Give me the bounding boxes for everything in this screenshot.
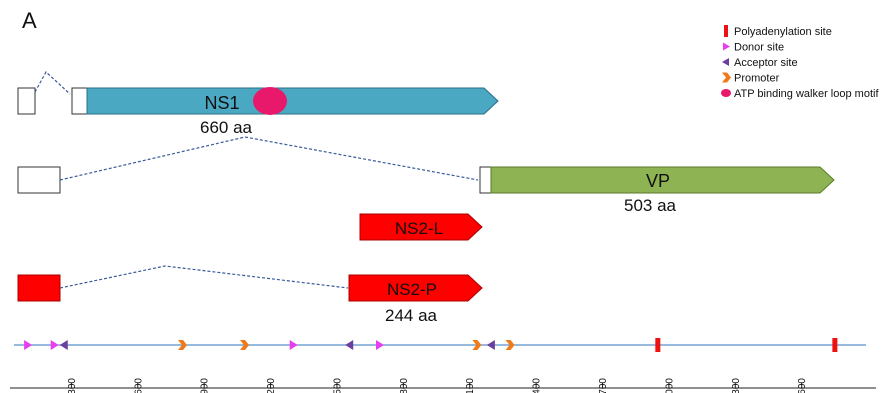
legend-label: ATP binding walker loop motif [734, 88, 879, 100]
acceptor-icon [722, 58, 729, 66]
donor-site-marker [24, 340, 33, 350]
legend-item-donor: Donor site [723, 42, 784, 54]
legend-label: Polyadenylation site [734, 26, 832, 38]
tick-label: 600 [133, 378, 144, 393]
tick-label: 3000 [664, 378, 675, 393]
ns1-transcript: NS1 660 aa [17, 71, 499, 137]
tick-label: 2400 [532, 378, 543, 393]
ns2-p-exon1-box [17, 274, 61, 302]
vp-transcript: VP 503 aa [17, 136, 835, 215]
polyadenylation-icon [724, 25, 728, 37]
promoter-icon [722, 72, 731, 83]
acceptor-site-marker [59, 340, 68, 350]
vp-label: VP [646, 171, 670, 191]
tick-label: 1500 [332, 378, 343, 393]
tick-label: 2700 [598, 378, 609, 393]
ns1-intron-line [34, 71, 71, 95]
promoter-marker [178, 340, 188, 350]
legend-item-promoter: Promoter [722, 72, 780, 85]
ns2-p-label: NS2-P [387, 280, 437, 299]
ns1-label: NS1 [204, 93, 239, 113]
ns2-l-label: NS2-L [395, 219, 443, 238]
ns2-l-transcript: NS2-L [359, 213, 483, 241]
tick-label: 2100 [465, 378, 476, 393]
ns1-length-label: 660 aa [200, 118, 253, 137]
donor-site-marker [375, 340, 384, 350]
acceptor-site-marker [345, 340, 354, 350]
donor-site-marker [50, 340, 59, 350]
ns1-exon1-box [17, 87, 36, 115]
ns2-p-length-label: 244 aa [385, 306, 438, 325]
donor-site-marker [289, 340, 298, 350]
donor-icon [723, 42, 730, 51]
promoter-marker [505, 340, 515, 350]
legend-item-walker: ATP binding walker loop motif [721, 88, 879, 100]
acceptor-site-marker [486, 340, 495, 350]
legend-label: Promoter [734, 73, 780, 85]
legend-label: Acceptor site [734, 57, 798, 69]
tick-label: 1800 [399, 378, 410, 393]
tick-label: 3300 [731, 378, 742, 393]
tick-label: 900 [200, 378, 211, 393]
vp-intron-line [59, 136, 479, 181]
vp-gene-arrow [490, 166, 835, 194]
ns2-l-gene-arrow [359, 213, 483, 241]
tick-label: 1200 [266, 378, 277, 393]
vp-exon1-box [17, 166, 61, 194]
ns2-p-gene-arrow [348, 274, 483, 302]
scale-ticks: 300 600 900 1200 1500 1800 2100 2400 2700 3000 330… [67, 378, 808, 393]
legend-item-acceptor: Acceptor site [722, 57, 798, 69]
promoter-marker [472, 340, 482, 350]
walker-motif-icon [721, 89, 731, 97]
promoter-marker [240, 340, 250, 350]
polyadenylation-site-marker [832, 338, 838, 352]
tick-label: 300 [67, 378, 78, 393]
legend-label: Donor site [734, 42, 784, 54]
ns1-gene-arrow [86, 87, 499, 115]
vp-utr-box [479, 166, 492, 194]
legend: Polyadenylation site Donor site Acceptor s… [721, 25, 879, 100]
panel-letter: A [22, 8, 37, 33]
vp-length-label: 503 aa [624, 196, 677, 215]
legend-item-polya: Polyadenylation site [724, 25, 832, 38]
walker-loop-motif [253, 87, 287, 115]
tick-label: 3600 [797, 378, 808, 393]
ns2-p-intron-line [59, 265, 349, 289]
ns1-utr-box [71, 87, 88, 115]
site-markers [24, 338, 838, 352]
ns2-p-transcript: NS2-P 244 aa [17, 265, 483, 325]
polyadenylation-site-marker [655, 338, 661, 352]
